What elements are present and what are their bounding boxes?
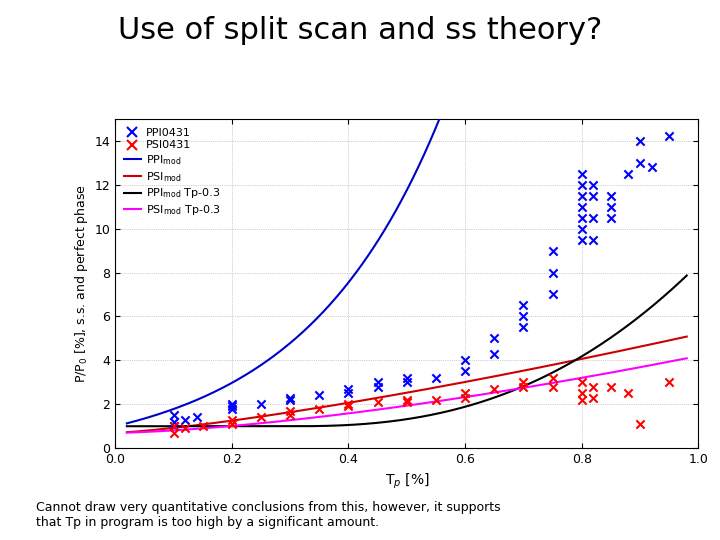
- Point: [168, 411, 179, 420]
- Point: [488, 384, 500, 393]
- Point: [168, 422, 179, 430]
- Point: [576, 213, 588, 222]
- Point: [588, 180, 599, 189]
- Point: [605, 191, 616, 200]
- Point: [168, 422, 179, 430]
- Point: [314, 391, 325, 400]
- Point: [518, 382, 529, 391]
- Point: [226, 400, 238, 409]
- Point: [459, 389, 471, 397]
- Point: [343, 402, 354, 411]
- Point: [226, 420, 238, 428]
- Legend: PPI0431, PSI0431, PPI$_{\mathregular{mod}}$, PSI$_{\mathregular{mod}}$, PPI$_{\m: PPI0431, PSI0431, PPI$_{\mathregular{mod…: [121, 124, 225, 220]
- Point: [401, 396, 413, 404]
- Point: [431, 396, 442, 404]
- Point: [576, 224, 588, 233]
- Point: [588, 191, 599, 200]
- Point: [372, 398, 383, 407]
- Point: [518, 378, 529, 387]
- Point: [314, 404, 325, 413]
- Point: [576, 389, 588, 397]
- Point: [226, 415, 238, 424]
- Point: [168, 417, 179, 426]
- Point: [518, 312, 529, 321]
- Point: [576, 378, 588, 387]
- Point: [588, 213, 599, 222]
- Point: [518, 301, 529, 310]
- Point: [431, 374, 442, 382]
- Point: [605, 382, 616, 391]
- Point: [605, 213, 616, 222]
- Point: [284, 393, 296, 402]
- Point: [576, 396, 588, 404]
- Point: [343, 400, 354, 409]
- Point: [547, 246, 559, 255]
- Point: [634, 137, 646, 145]
- Point: [646, 163, 657, 171]
- Point: [179, 415, 191, 424]
- Point: [226, 402, 238, 411]
- Point: [576, 191, 588, 200]
- Point: [623, 389, 634, 397]
- Point: [401, 398, 413, 407]
- Y-axis label: P/P$_0$ [%], s.s. and perfect phase: P/P$_0$ [%], s.s. and perfect phase: [73, 184, 90, 383]
- Point: [401, 378, 413, 387]
- Point: [401, 374, 413, 382]
- Point: [547, 268, 559, 277]
- Point: [343, 389, 354, 397]
- Point: [284, 411, 296, 420]
- Text: Use of split scan and ss theory?: Use of split scan and ss theory?: [118, 16, 602, 45]
- Point: [588, 393, 599, 402]
- Point: [664, 132, 675, 141]
- Point: [255, 400, 266, 409]
- Point: [576, 235, 588, 244]
- Point: [191, 413, 202, 422]
- Point: [459, 367, 471, 376]
- Point: [576, 180, 588, 189]
- Point: [372, 378, 383, 387]
- Point: [284, 407, 296, 415]
- Text: Cannot draw very quantitative conclusions from this, however, it supports
that T: Cannot draw very quantitative conclusion…: [36, 501, 500, 529]
- Point: [459, 356, 471, 364]
- Point: [634, 420, 646, 428]
- Point: [372, 382, 383, 391]
- Point: [343, 384, 354, 393]
- Point: [518, 323, 529, 332]
- Point: [588, 382, 599, 391]
- Point: [197, 422, 209, 430]
- Point: [488, 334, 500, 343]
- X-axis label: T$_p$ [%]: T$_p$ [%]: [384, 471, 429, 491]
- Point: [605, 202, 616, 211]
- Point: [547, 374, 559, 382]
- Point: [226, 404, 238, 413]
- Point: [634, 158, 646, 167]
- Point: [547, 382, 559, 391]
- Point: [179, 424, 191, 433]
- Point: [488, 349, 500, 358]
- Point: [576, 202, 588, 211]
- Point: [284, 396, 296, 404]
- Point: [576, 170, 588, 178]
- Point: [459, 393, 471, 402]
- Point: [168, 429, 179, 437]
- Point: [664, 378, 675, 387]
- Point: [623, 170, 634, 178]
- Point: [255, 413, 266, 422]
- Point: [547, 290, 559, 299]
- Point: [588, 235, 599, 244]
